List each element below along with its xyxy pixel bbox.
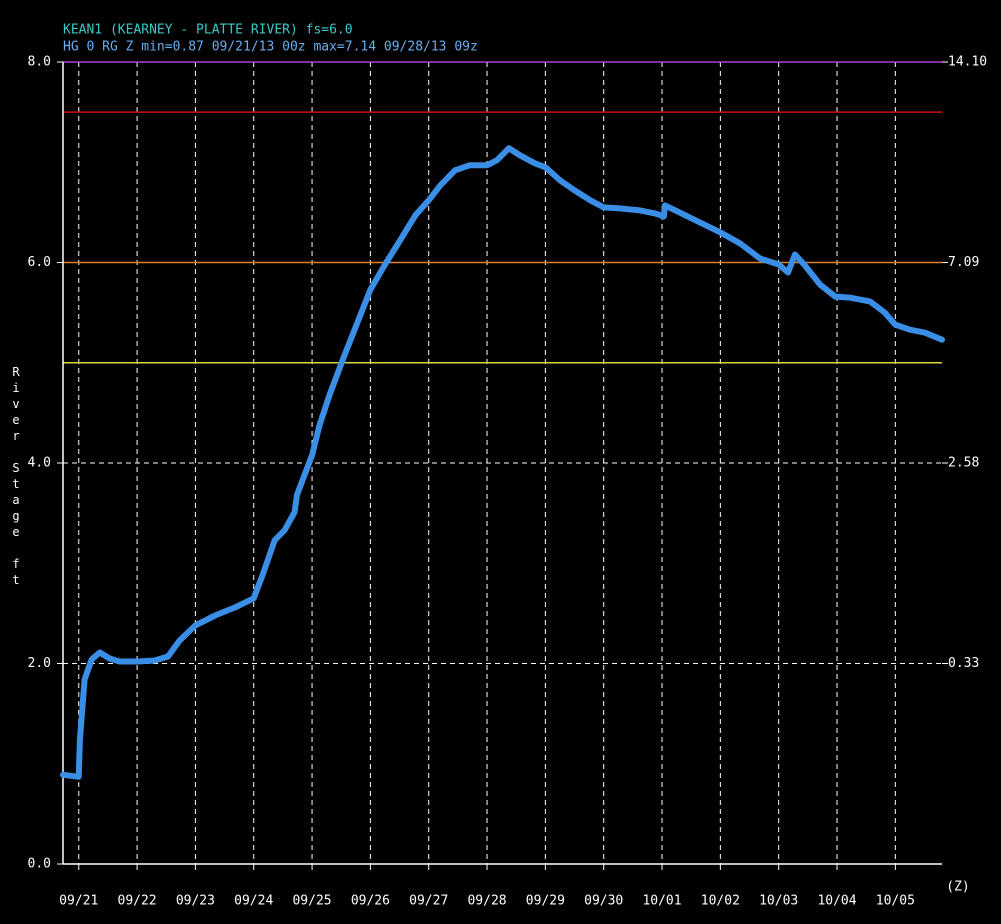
y-tick-label: 8.0 bbox=[28, 55, 51, 70]
x-tick-label: 10/02 bbox=[701, 894, 740, 909]
x-tick-label: 09/23 bbox=[176, 894, 215, 909]
x-tick-label: 10/01 bbox=[642, 894, 681, 909]
y2-tick-label: 14.10 bbox=[948, 55, 987, 70]
x-tick-label: 10/03 bbox=[759, 894, 798, 909]
x-tick-label: 09/27 bbox=[409, 894, 448, 909]
y2-tick-label: 7.09 bbox=[948, 255, 979, 270]
y-axis-label: River Stage ft bbox=[9, 365, 23, 589]
y2-tick-label: 0.33 bbox=[948, 656, 979, 671]
x-tick-label: 10/04 bbox=[817, 894, 856, 909]
x-tick-label: 09/21 bbox=[59, 894, 98, 909]
x-tick-label: 09/29 bbox=[526, 894, 565, 909]
x-axis-label: (Z) bbox=[946, 880, 969, 895]
y2-tick-label: 2.58 bbox=[948, 456, 979, 471]
stage-line bbox=[60, 145, 945, 780]
x-tick-label: 09/30 bbox=[584, 894, 623, 909]
x-tick-label: 09/28 bbox=[467, 894, 506, 909]
y-tick-label: 6.0 bbox=[28, 255, 51, 270]
x-tick-label: 09/22 bbox=[118, 894, 157, 909]
y-tick-label: 2.0 bbox=[28, 656, 51, 671]
x-tick-label: 09/26 bbox=[351, 894, 390, 909]
chart-subtitle: HG 0 RG Z min=0.87 09/21/13 00z max=7.14… bbox=[63, 40, 478, 55]
y-tick-label: 4.0 bbox=[28, 456, 51, 471]
x-tick-label: 09/25 bbox=[292, 894, 331, 909]
chart-title: KEAN1 (KEARNEY - PLATTE RIVER) fs=6.0 bbox=[63, 23, 353, 38]
y-tick-label: 0.0 bbox=[28, 857, 51, 872]
x-tick-label: 09/24 bbox=[234, 894, 273, 909]
x-tick-label: 10/05 bbox=[876, 894, 915, 909]
